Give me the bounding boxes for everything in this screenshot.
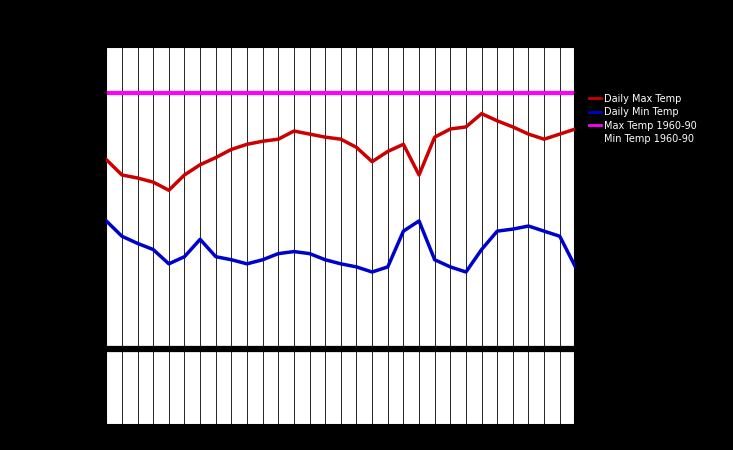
Legend: Daily Max Temp, Daily Min Temp, Max Temp 1960-90, Min Temp 1960-90: Daily Max Temp, Daily Min Temp, Max Temp…	[585, 90, 701, 148]
Text: Payhembury Temperatures
March 2016: Payhembury Temperatures March 2016	[116, 14, 302, 45]
